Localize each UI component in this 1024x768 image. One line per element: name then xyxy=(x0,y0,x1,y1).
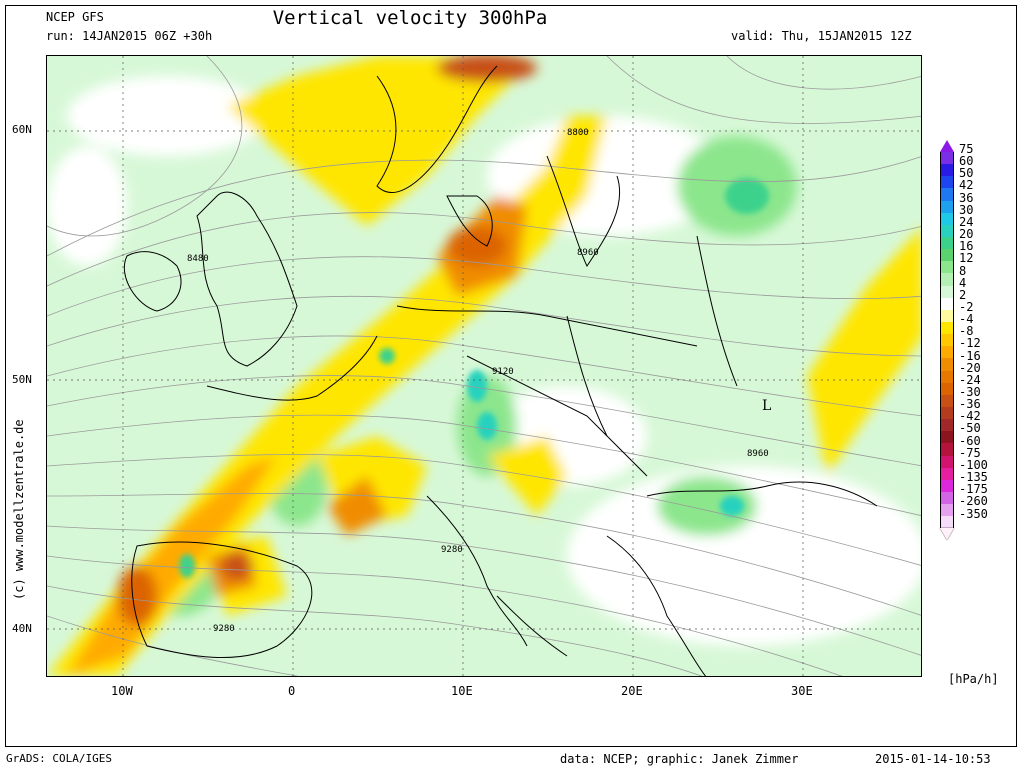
colorbar-swatch xyxy=(940,382,954,395)
colorbar-level-label: 36 xyxy=(959,190,974,205)
colorbar-swatch xyxy=(940,479,954,492)
colorbar-level-label: -36 xyxy=(959,397,981,412)
colorbar-level-label: -2 xyxy=(959,299,974,314)
colorbar-swatch xyxy=(940,261,954,274)
velocity-field xyxy=(47,56,921,676)
data-credit: data: NCEP; graphic: Janek Zimmer xyxy=(560,752,799,766)
colorbar-level-label: -30 xyxy=(959,385,981,399)
run-info: run: 14JAN2015 06Z +30h xyxy=(46,29,213,43)
colorbar-level-label: -350 xyxy=(959,506,988,521)
colorbar-swatch xyxy=(940,431,954,444)
coastlines-borders xyxy=(123,65,878,676)
strong-ascent-cells xyxy=(179,178,769,578)
colorbar-level-label: -20 xyxy=(959,360,981,375)
colorbar-swatch xyxy=(940,394,954,407)
lon-label: 20E xyxy=(621,684,643,698)
colorbar-level-label: 2 xyxy=(959,287,967,302)
colorbar-level-label: -135 xyxy=(959,470,988,485)
low-pressure-marker: L xyxy=(762,398,772,414)
lon-label: 10E xyxy=(451,684,473,698)
colorbar-swatch xyxy=(940,297,954,310)
colorbar-swatch xyxy=(940,516,954,529)
colorbar-swatch xyxy=(940,370,954,383)
colorbar-level-label: 20 xyxy=(959,227,974,242)
model-name: NCEP GFS xyxy=(46,10,104,24)
colorbar-swatch xyxy=(940,273,954,286)
colorbar-swatch xyxy=(940,346,954,359)
colorbar-level-label: -60 xyxy=(959,433,981,448)
lat-label: 50N xyxy=(12,373,32,386)
colorbar xyxy=(940,140,958,541)
colorbar-swatch xyxy=(940,200,954,213)
colorbar-swatch xyxy=(940,419,954,432)
contour-label: 8800 xyxy=(567,128,589,138)
colorbar-level-label: 24 xyxy=(959,214,974,229)
contour-label: 9280 xyxy=(441,545,463,555)
colorbar-level-label: 8 xyxy=(959,263,967,278)
colorbar-level-label: -260 xyxy=(959,494,988,509)
colorbar-swatch xyxy=(940,212,954,225)
colorbar-swatch xyxy=(940,224,954,237)
colorbar-level-label: -16 xyxy=(959,348,981,363)
colorbar-level-label: -175 xyxy=(959,482,988,497)
lon-label: 10W xyxy=(111,684,133,698)
colorbar-level-label: -50 xyxy=(959,421,981,436)
colorbar-level-label: -100 xyxy=(959,457,988,472)
colorbar-level-label: -12 xyxy=(959,336,981,351)
grads-credit: GrADS: COLA/IGES xyxy=(6,752,112,765)
colorbar-top-arrow xyxy=(940,140,954,152)
colorbar-swatch xyxy=(940,358,954,371)
colorbar-bottom-arrow xyxy=(940,528,954,541)
colorbar-swatch xyxy=(940,176,954,189)
colorbar-swatch xyxy=(940,321,954,335)
colorbar-level-label: 16 xyxy=(959,239,974,254)
chart-title: Vertical velocity 300hPa xyxy=(272,7,548,29)
colorbar-swatch xyxy=(940,334,954,347)
timestamp: 2015-01-14-10:53 xyxy=(875,752,991,766)
colorbar-level-label: -8 xyxy=(959,324,974,339)
map-canvas xyxy=(47,56,921,676)
contour-label: 9280 xyxy=(213,624,235,634)
colorbar-swatch xyxy=(940,504,954,517)
lon-label: 0 xyxy=(288,684,296,698)
colorbar-level-label: 12 xyxy=(959,251,974,266)
colorbar-swatch xyxy=(940,188,954,201)
lat-label: 40N xyxy=(12,622,32,635)
lat-lon-grid xyxy=(47,56,921,676)
colorbar-level-label: 50 xyxy=(959,166,974,181)
geopotential-contours xyxy=(47,56,921,676)
contour-label: 8960 xyxy=(747,449,769,459)
colorbar-swatch xyxy=(940,443,954,456)
valid-time: valid: Thu, 15JAN2015 12Z xyxy=(731,29,912,43)
colorbar-swatch xyxy=(940,491,954,505)
weather-map: 8800 8960 8480 9120 8960 9280 9280 L xyxy=(46,55,922,677)
colorbar-swatch xyxy=(940,164,954,177)
colorbar-swatch xyxy=(940,249,954,262)
colorbar-swatch xyxy=(940,285,954,298)
chart-frame xyxy=(5,5,1017,747)
colorbar-level-label: 42 xyxy=(959,178,974,193)
colorbar-level-label: 4 xyxy=(959,275,967,290)
colorbar-level-label: 60 xyxy=(959,154,974,169)
colorbar-swatch xyxy=(940,406,954,420)
colorbar-swatch xyxy=(940,152,954,165)
colorbar-level-label: -24 xyxy=(959,372,981,387)
colorbar-level-label: -42 xyxy=(959,409,981,424)
side-credit: (c) www.modellzentrale.de xyxy=(12,419,26,600)
colorbar-level-label: 75 xyxy=(959,142,974,156)
contour-label: 9120 xyxy=(492,367,514,377)
contour-label: 8480 xyxy=(187,254,209,264)
colorbar-level-label: -4 xyxy=(959,312,974,327)
lat-label: 60N xyxy=(12,123,32,136)
colorbar-swatch xyxy=(940,467,954,480)
contour-label: 8960 xyxy=(577,248,599,258)
colorbar-swatch xyxy=(940,455,954,468)
colorbar-level-label: -75 xyxy=(959,445,981,460)
lon-label: 30E xyxy=(791,684,813,698)
colorbar-swatch xyxy=(940,309,954,322)
colorbar-level-label: 30 xyxy=(959,202,974,217)
colorbar-unit: [hPa/h] xyxy=(948,672,999,686)
colorbar-swatch xyxy=(940,236,954,250)
